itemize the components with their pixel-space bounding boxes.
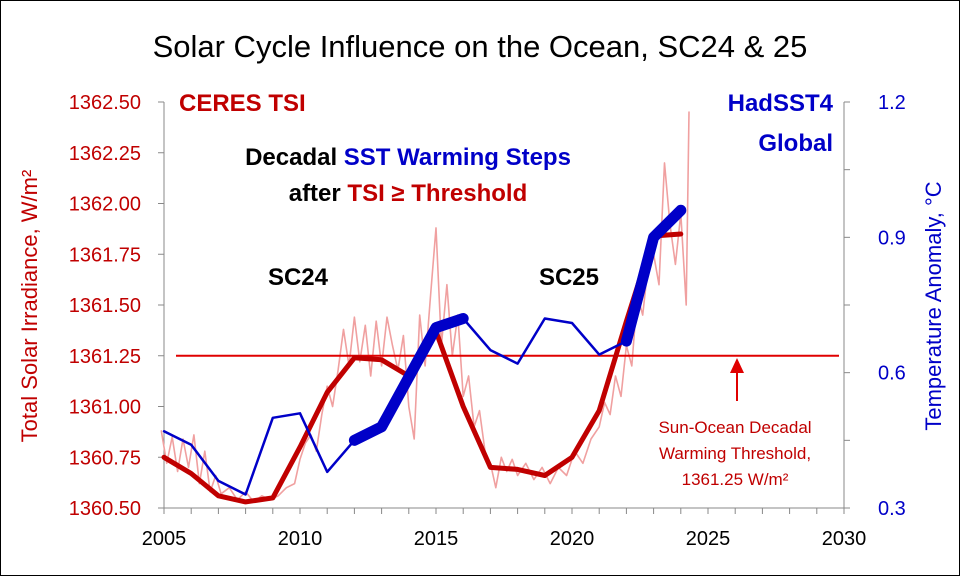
headline-1a: Decadal bbox=[245, 144, 344, 171]
threshold-note-line1: Sun-Ocean Decadal bbox=[658, 418, 811, 437]
axes: 1360.50 1360.75 1361.00 1361.25 1361.50 1361.… bbox=[69, 92, 906, 550]
x-tick-label: 2015 bbox=[414, 528, 459, 550]
y-tick-label: 1360.75 bbox=[69, 447, 141, 469]
y-tick-label: 1362.25 bbox=[69, 143, 141, 165]
y-tick-label: 1361.00 bbox=[69, 397, 141, 419]
y2-tick-label: 0.6 bbox=[878, 363, 906, 385]
tsi-annual-line bbox=[161, 231, 684, 505]
x-tick-label: 2005 bbox=[142, 528, 187, 550]
threshold-note-line3: 1361.25 W/m² bbox=[682, 470, 789, 489]
y-tick-label: 1361.50 bbox=[69, 295, 141, 317]
threshold-note-line2: Warming Threshold, bbox=[659, 444, 811, 463]
y2-tick-label: 0.9 bbox=[878, 227, 906, 249]
y-tick-label: 1361.25 bbox=[69, 346, 141, 368]
sst-step-line-sc24 bbox=[348, 313, 469, 446]
chart-marks bbox=[160, 111, 839, 505]
headline-1b: SST Warming Steps bbox=[344, 144, 571, 171]
y-tick-label: 1361.75 bbox=[69, 244, 141, 266]
y2-tick-label: 0.3 bbox=[878, 498, 906, 520]
sc24-label: SC24 bbox=[268, 264, 329, 291]
sst-step-line-sc25 bbox=[620, 204, 687, 347]
x-tick-label: 2030 bbox=[822, 528, 867, 550]
y-tick-label: 1362.00 bbox=[69, 194, 141, 216]
sc25-label: SC25 bbox=[539, 264, 599, 291]
y2-tick-label: 1.2 bbox=[878, 92, 906, 114]
y-tick-label: 1362.50 bbox=[69, 92, 141, 114]
y-tick-label: 1360.50 bbox=[69, 498, 141, 520]
chart-title: Solar Cycle Influence on the Ocean, SC24… bbox=[153, 29, 808, 64]
y-axis-label: Total Solar Irradiance, W/m² bbox=[17, 170, 42, 443]
headline-line1: Decadal SST Warming Steps bbox=[245, 144, 571, 171]
headline-2b: TSI ≥ Threshold bbox=[347, 180, 527, 207]
threshold-arrow bbox=[730, 358, 744, 401]
headline-line2: after TSI ≥ Threshold bbox=[289, 180, 528, 207]
x-tick-label: 2010 bbox=[278, 528, 323, 550]
y2-axis-label: Temperature Anomaly, °C bbox=[921, 181, 946, 430]
legend-tsi: CERES TSI bbox=[179, 90, 306, 117]
legend-sst-line2: Global bbox=[758, 130, 833, 157]
x-tick-label: 2020 bbox=[550, 528, 595, 550]
legend-sst-line1: HadSST4 bbox=[728, 90, 834, 117]
headline-2a: after bbox=[289, 180, 348, 207]
tsi-monthly-line bbox=[160, 111, 690, 503]
x-tick-label: 2025 bbox=[686, 528, 731, 550]
